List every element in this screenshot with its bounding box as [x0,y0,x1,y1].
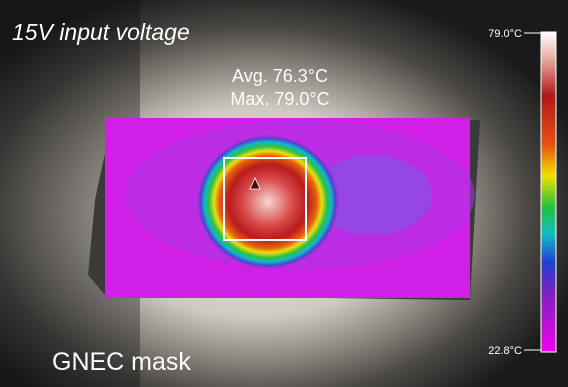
caption: GNEC mask [52,348,191,376]
scale-min: 22.8°C [488,345,522,357]
title: 15V input voltage [12,19,190,45]
scale-max: 79.0°C [488,28,522,40]
max-temp: Max. 79.0°C [230,89,329,109]
thermal-image: 15V input voltage Avg. 76.3°C Max. 79.0°… [0,0,568,387]
avg-temp: Avg. 76.3°C [232,66,328,86]
hot-spot [196,134,340,270]
color-scale [541,32,556,352]
